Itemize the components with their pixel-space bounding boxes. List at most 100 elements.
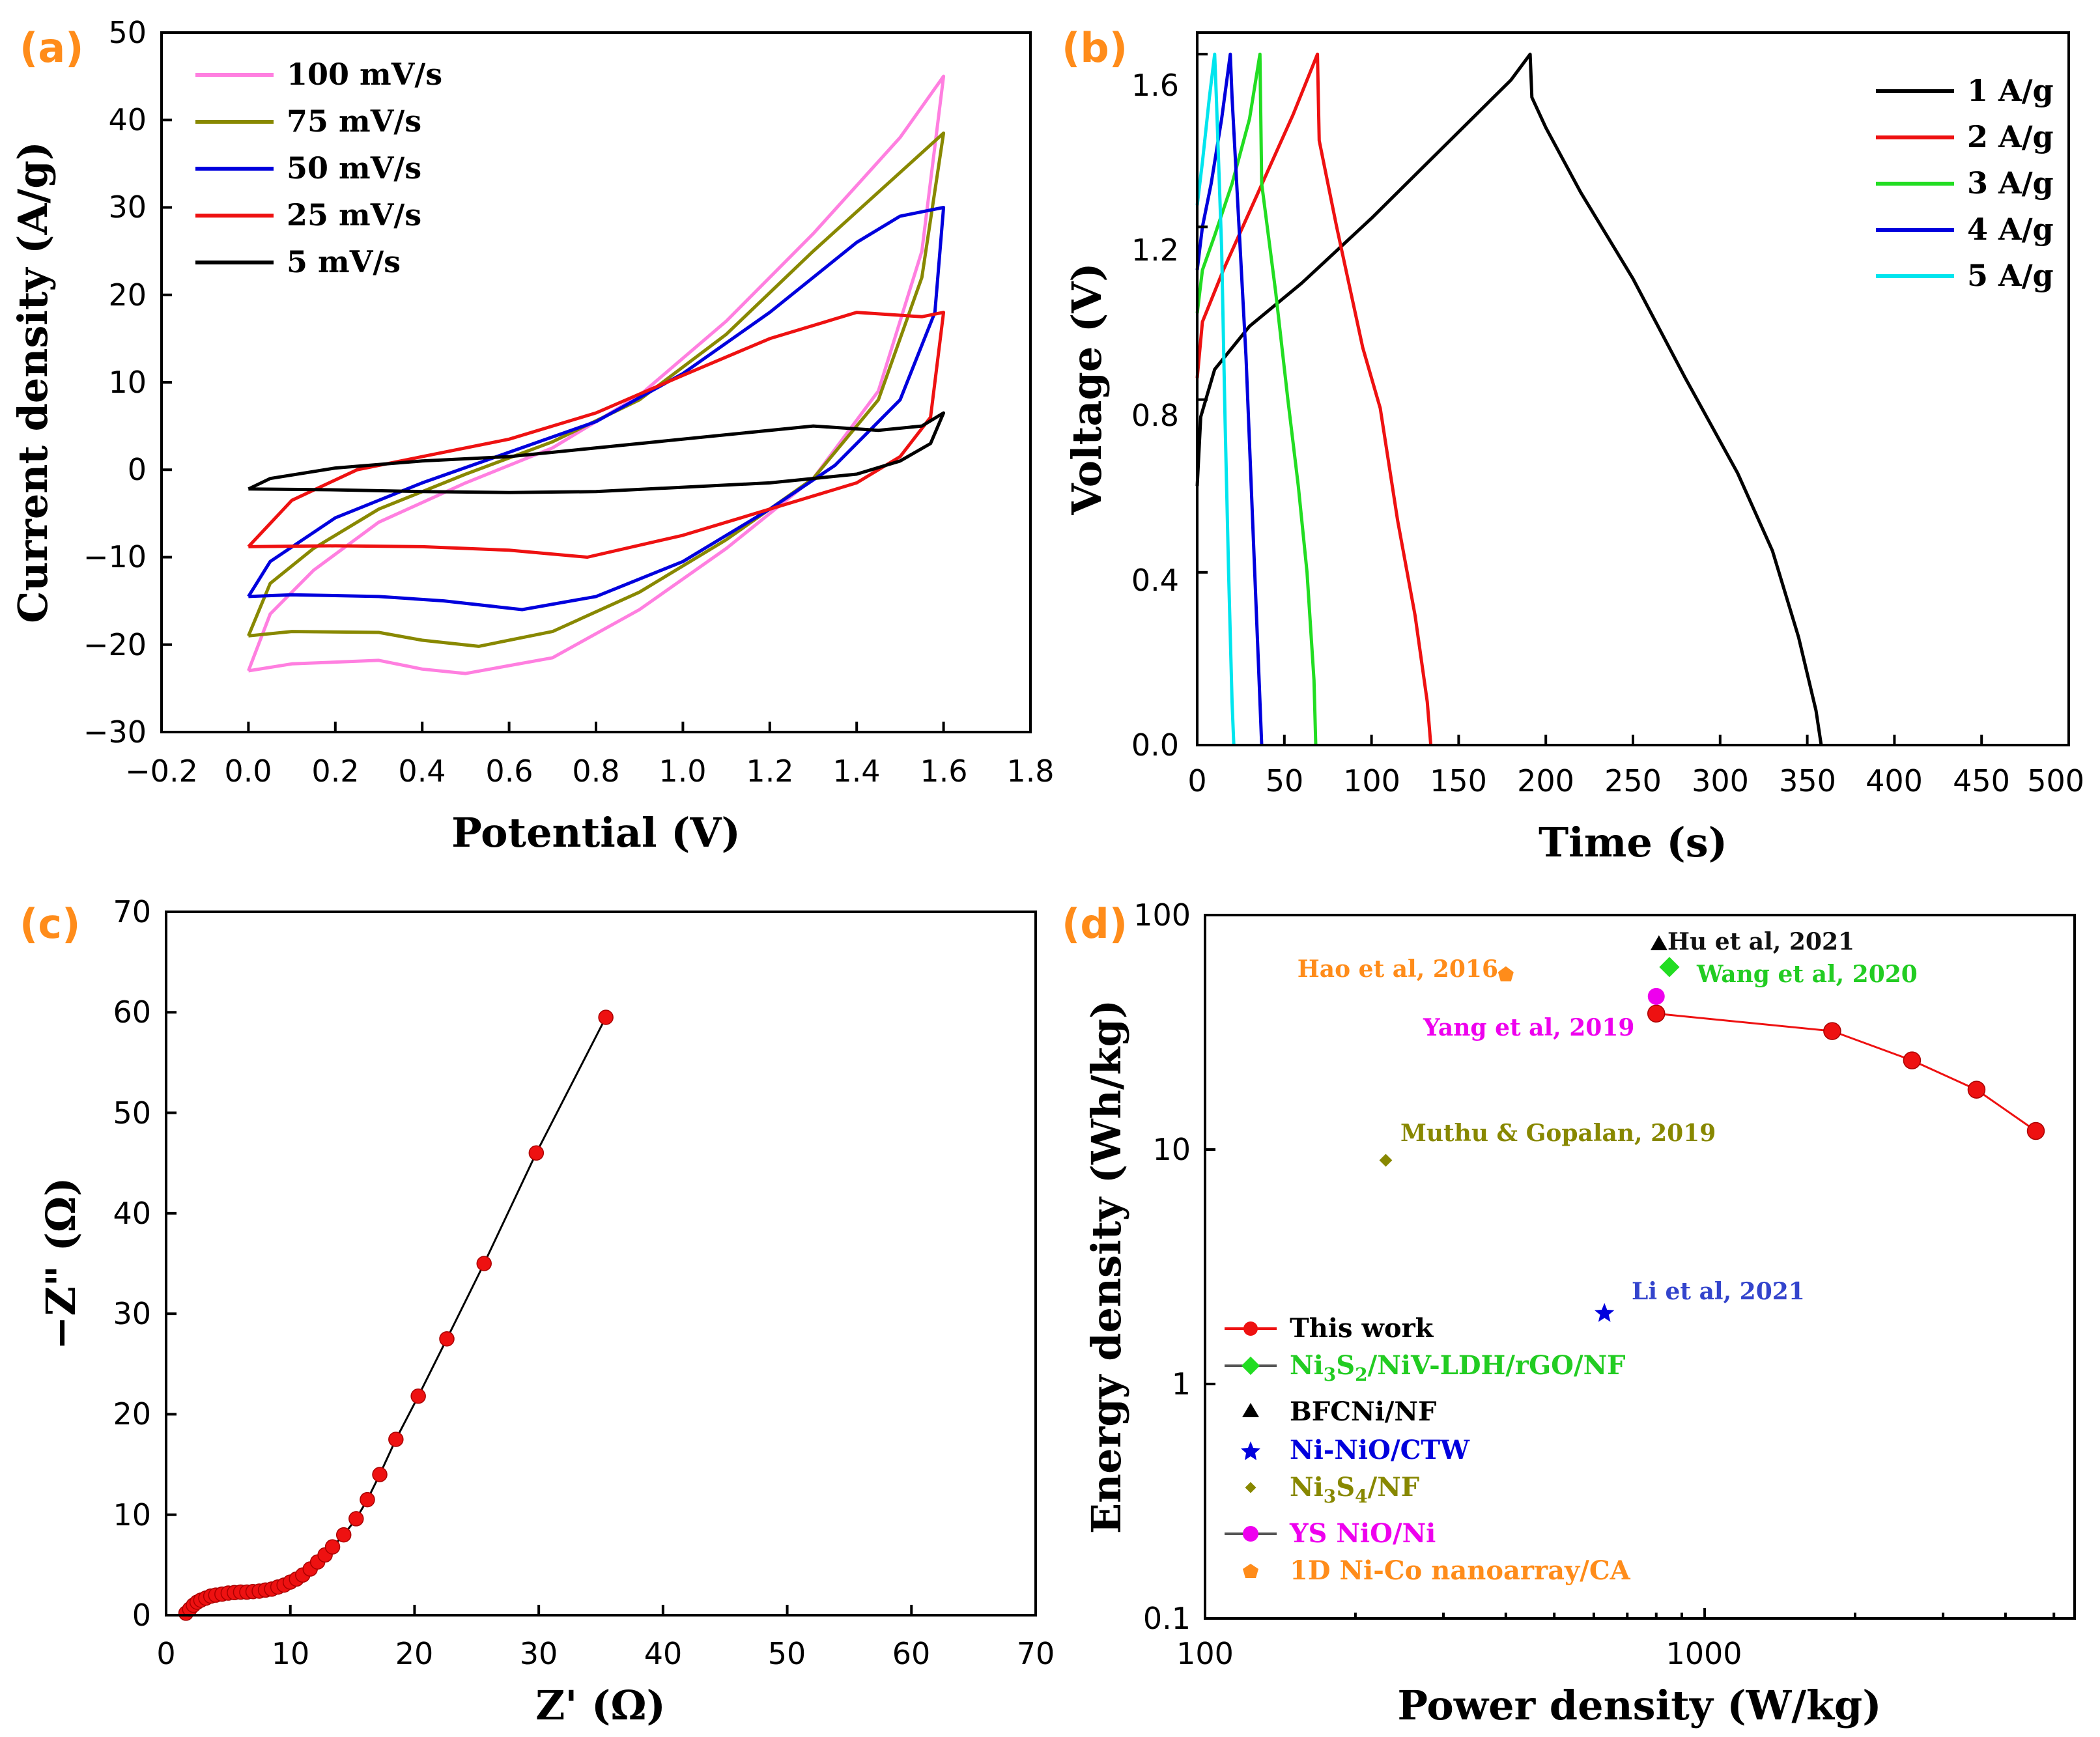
a-ytick-label: 0 — [128, 452, 147, 487]
d-ref-marker-triangle — [1650, 935, 1667, 950]
a-legend: 100 mV/s 75 mV/s 50 mV/s 25 mV/s 5 mV/s — [195, 57, 442, 279]
a-xtick-label: −0.2 — [125, 754, 198, 789]
d-ytick-label: 100 — [1133, 897, 1191, 933]
c-curves — [178, 1010, 614, 1621]
a-series-5-mV-s — [248, 411, 946, 494]
d-legend-marker-hao — [1243, 1564, 1258, 1578]
d-legend-subscript: 2 — [1355, 1364, 1367, 1385]
d-annotation-muthu: Muthu & Gopalan, 2019 — [1400, 1120, 1716, 1147]
b-series-4-A-g — [1195, 52, 1264, 746]
panel-c-nyquist-plot: (c) 0 10 20 30 40 50 60 70 0 10 20 30 40… — [20, 894, 1055, 1729]
a-ytick-label: 20 — [108, 277, 147, 313]
d-curves — [1379, 935, 2045, 1322]
b-xtick-label: 450 — [1953, 763, 2010, 798]
a-series-50-mV-s — [247, 206, 946, 612]
b-xtick-label: 150 — [1430, 763, 1487, 798]
c-data-point — [598, 1010, 614, 1025]
d-annotation-yang: Yang et al, 2019 — [1423, 1014, 1634, 1041]
c-xtick-label: 40 — [644, 1636, 683, 1671]
a-y-axis-title: Current density (A/g) — [9, 141, 57, 623]
b-ytick-label: 0.8 — [1131, 398, 1179, 433]
b-y-tick-labels: 0.0 0.4 0.8 1.2 1.6 — [1131, 68, 1179, 763]
c-xtick-label: 20 — [395, 1636, 434, 1671]
a-xtick-label: 1.6 — [920, 754, 967, 789]
c-data-point — [372, 1467, 388, 1482]
a-xtick-label: 1.4 — [832, 754, 880, 789]
d-ref-marker-diamond — [1659, 957, 1680, 978]
a-curves — [247, 74, 946, 675]
d-legend-label: Ni3S2/NiV-LDH/rGO/NF — [1290, 1350, 1626, 1385]
a-xtick-label: 1.8 — [1006, 754, 1054, 789]
c-ytick-label: 20 — [113, 1396, 151, 1432]
d-legend-marker-this-work — [1243, 1321, 1258, 1336]
b-xtick-label: 400 — [1866, 763, 1923, 798]
a-ytick-label: −10 — [83, 539, 147, 574]
d-legend-label-part: S — [1336, 1350, 1355, 1381]
b-plot-frame — [1196, 31, 2070, 746]
b-ytick-label: 0.0 — [1131, 727, 1179, 763]
a-legend-label: 75 mV/s — [287, 104, 421, 139]
a-xtick-label: 0.6 — [485, 754, 533, 789]
b-xtick-label: 500 — [2027, 763, 2084, 798]
c-ytick-label: 0 — [132, 1598, 151, 1633]
b-series-5-A-g — [1195, 52, 1236, 746]
c-data-point — [360, 1491, 375, 1508]
b-curves — [1195, 52, 1823, 746]
b-ticks — [1196, 53, 2070, 746]
d-this-work-point — [2026, 1122, 2045, 1140]
b-ytick-label: 0.4 — [1131, 563, 1179, 598]
d-ytick-label: 1 — [1172, 1366, 1191, 1402]
b-legend-label: 1 A/g — [1967, 73, 2054, 108]
a-y-tick-labels: −30 −20 −10 0 10 20 30 40 50 — [83, 15, 147, 750]
c-xtick-label: 10 — [272, 1636, 310, 1671]
panel-label-b: (b) — [1062, 24, 1128, 72]
d-ref-marker-star — [1594, 1303, 1615, 1322]
d-this-work-line — [1656, 1012, 2037, 1132]
b-y-axis-title: Voltage (V) — [1063, 262, 1111, 515]
a-legend-label: 25 mV/s — [287, 197, 421, 233]
a-ytick-label: 50 — [108, 15, 147, 50]
d-annotation-hu: Hu et al, 2021 — [1667, 928, 1854, 955]
a-ytick-label: −30 — [83, 714, 147, 750]
a-xtick-label: 0.0 — [224, 754, 272, 789]
d-legend-label-part: Ni — [1290, 1472, 1324, 1503]
a-xtick-label: 1.0 — [659, 754, 706, 789]
c-xtick-label: 30 — [520, 1636, 558, 1671]
b-ytick-label: 1.6 — [1131, 68, 1179, 103]
d-ref-marker-circle — [1647, 987, 1665, 1005]
d-y-axis-title: Energy density (Wh/kg) — [1083, 1000, 1130, 1534]
c-ytick-label: 60 — [113, 995, 151, 1030]
d-xtick-label: 1000 — [1666, 1636, 1742, 1671]
a-xtick-label: 0.8 — [572, 754, 619, 789]
a-x-axis-title: Potential (V) — [451, 809, 741, 856]
c-ytick-label: 30 — [113, 1296, 151, 1331]
c-xtick-label: 70 — [1017, 1636, 1055, 1671]
c-ticks — [165, 911, 1037, 1617]
d-this-work-point — [1967, 1080, 1986, 1099]
b-xtick-label: 50 — [1266, 763, 1304, 798]
b-legend-label: 3 A/g — [1967, 165, 2054, 201]
panel-label-d: (d) — [1062, 900, 1128, 948]
a-xtick-label: 0.4 — [398, 754, 446, 789]
b-series-2-A-g — [1195, 52, 1433, 746]
c-x-axis-title: Z' (Ω) — [535, 1682, 666, 1729]
c-ytick-label: 70 — [113, 894, 151, 929]
d-ytick-label: 0.1 — [1143, 1601, 1191, 1636]
d-this-work-point — [1823, 1022, 1841, 1040]
a-ytick-label: 10 — [108, 365, 147, 400]
d-y-tick-labels: 0.1 1 10 100 — [1133, 897, 1191, 1636]
d-legend: This work Ni3S2/NiV-LDH/rGO/NF BFCNi/NF … — [1225, 1313, 1631, 1586]
d-legend-subscript: 4 — [1355, 1486, 1367, 1507]
c-data-point — [388, 1432, 404, 1447]
d-legend-label: BFCNi/NF — [1290, 1396, 1436, 1427]
panel-label-c: (c) — [20, 900, 80, 948]
a-series-100-mV-s — [247, 74, 946, 675]
d-legend-label-part: Ni — [1290, 1350, 1324, 1381]
c-x-tick-labels: 0 10 20 30 40 50 60 70 — [156, 1636, 1055, 1671]
a-ytick-label: 30 — [108, 190, 147, 225]
a-xtick-label: 0.2 — [311, 754, 359, 789]
panel-b-gcd-plot: (b) 0 50 100 150 200 250 300 350 400 450… — [1062, 24, 2084, 866]
c-data-point — [410, 1388, 426, 1404]
b-legend-label: 4 A/g — [1967, 212, 2054, 247]
